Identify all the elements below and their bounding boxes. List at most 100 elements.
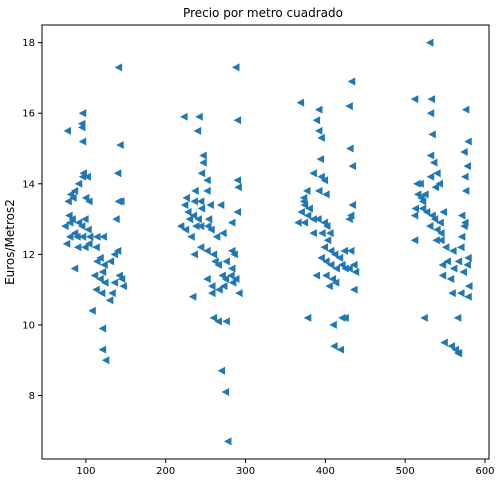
data-point [197,169,206,178]
data-point [176,222,185,231]
data-point [457,243,465,252]
data-point [196,243,205,252]
data-point [317,253,325,262]
data-point [117,197,125,206]
data-point [322,190,330,199]
data-point [211,257,219,266]
data-point [196,197,205,206]
data-point [348,162,357,171]
data-point [204,222,212,231]
data-point [116,140,124,149]
data-point [422,208,431,217]
data-point [74,179,83,188]
data-point [64,197,72,206]
data-point [433,225,441,234]
plot-area [61,38,473,446]
data-point [78,172,87,181]
data-point [316,155,325,164]
data-point [216,200,225,209]
data-point [326,260,335,269]
data-point [208,282,216,291]
data-point [181,225,190,234]
data-point [436,218,444,227]
data-point [214,260,222,269]
data-point [208,289,216,298]
data-point [219,229,227,238]
data-point [446,275,455,284]
data-point [312,116,321,125]
data-point [100,260,108,269]
data-point [341,313,349,322]
x-tick-label: 600 [475,466,494,477]
data-point [418,197,427,206]
data-point [300,218,309,227]
data-point [196,222,205,231]
data-point [203,176,211,185]
data-point [323,236,332,245]
data-point [320,243,329,252]
data-point [350,285,358,294]
data-point [199,151,207,160]
data-point [98,267,107,276]
data-point [459,267,467,276]
data-point [326,229,334,238]
data-point [93,232,101,241]
data-point [340,246,349,255]
data-point [300,200,309,209]
data-point [410,95,419,104]
y-tick-label: 18 [22,38,35,49]
data-point [218,271,226,280]
data-point [81,193,90,202]
data-point [227,264,236,273]
data-point [426,172,435,181]
data-point [192,222,200,231]
data-point [335,253,344,262]
data-point [61,222,69,231]
data-point [461,186,470,195]
data-point [62,239,71,248]
y-axis: 8 10 12 14 16 18 [22,38,42,402]
data-point [182,193,190,202]
x-tick-label: 400 [316,466,335,477]
data-point [77,222,86,231]
x-tick-label: 500 [396,466,415,477]
data-point [457,211,466,220]
chart-title: Precio por metro cuadrado [183,6,343,20]
data-point [448,289,456,298]
data-point [314,186,323,195]
data-point [463,260,471,269]
data-point [74,218,83,227]
data-point [429,158,438,167]
data-point [439,208,448,217]
data-point [190,197,198,206]
data-point [312,271,321,280]
data-point [410,211,419,220]
data-point [309,215,317,224]
data-point [209,250,218,259]
data-point [223,437,232,446]
data-point [309,229,317,238]
data-point [432,236,440,245]
data-point [314,215,322,224]
data-point [231,63,240,72]
data-point [322,257,330,266]
data-point [303,186,311,195]
data-point [77,123,86,132]
data-point [440,338,448,347]
data-point [332,264,341,273]
data-point [341,264,349,273]
data-point [204,215,213,224]
data-point [110,250,119,259]
data-point [345,102,353,111]
data-point [317,172,325,181]
data-point [85,232,94,241]
data-point [322,271,330,280]
data-point [463,162,471,171]
data-point [195,112,203,121]
x-tick-label: 200 [156,466,175,477]
y-tick-label: 10 [22,320,35,331]
data-point [98,324,107,333]
data-point [464,137,472,146]
data-point [329,320,337,329]
